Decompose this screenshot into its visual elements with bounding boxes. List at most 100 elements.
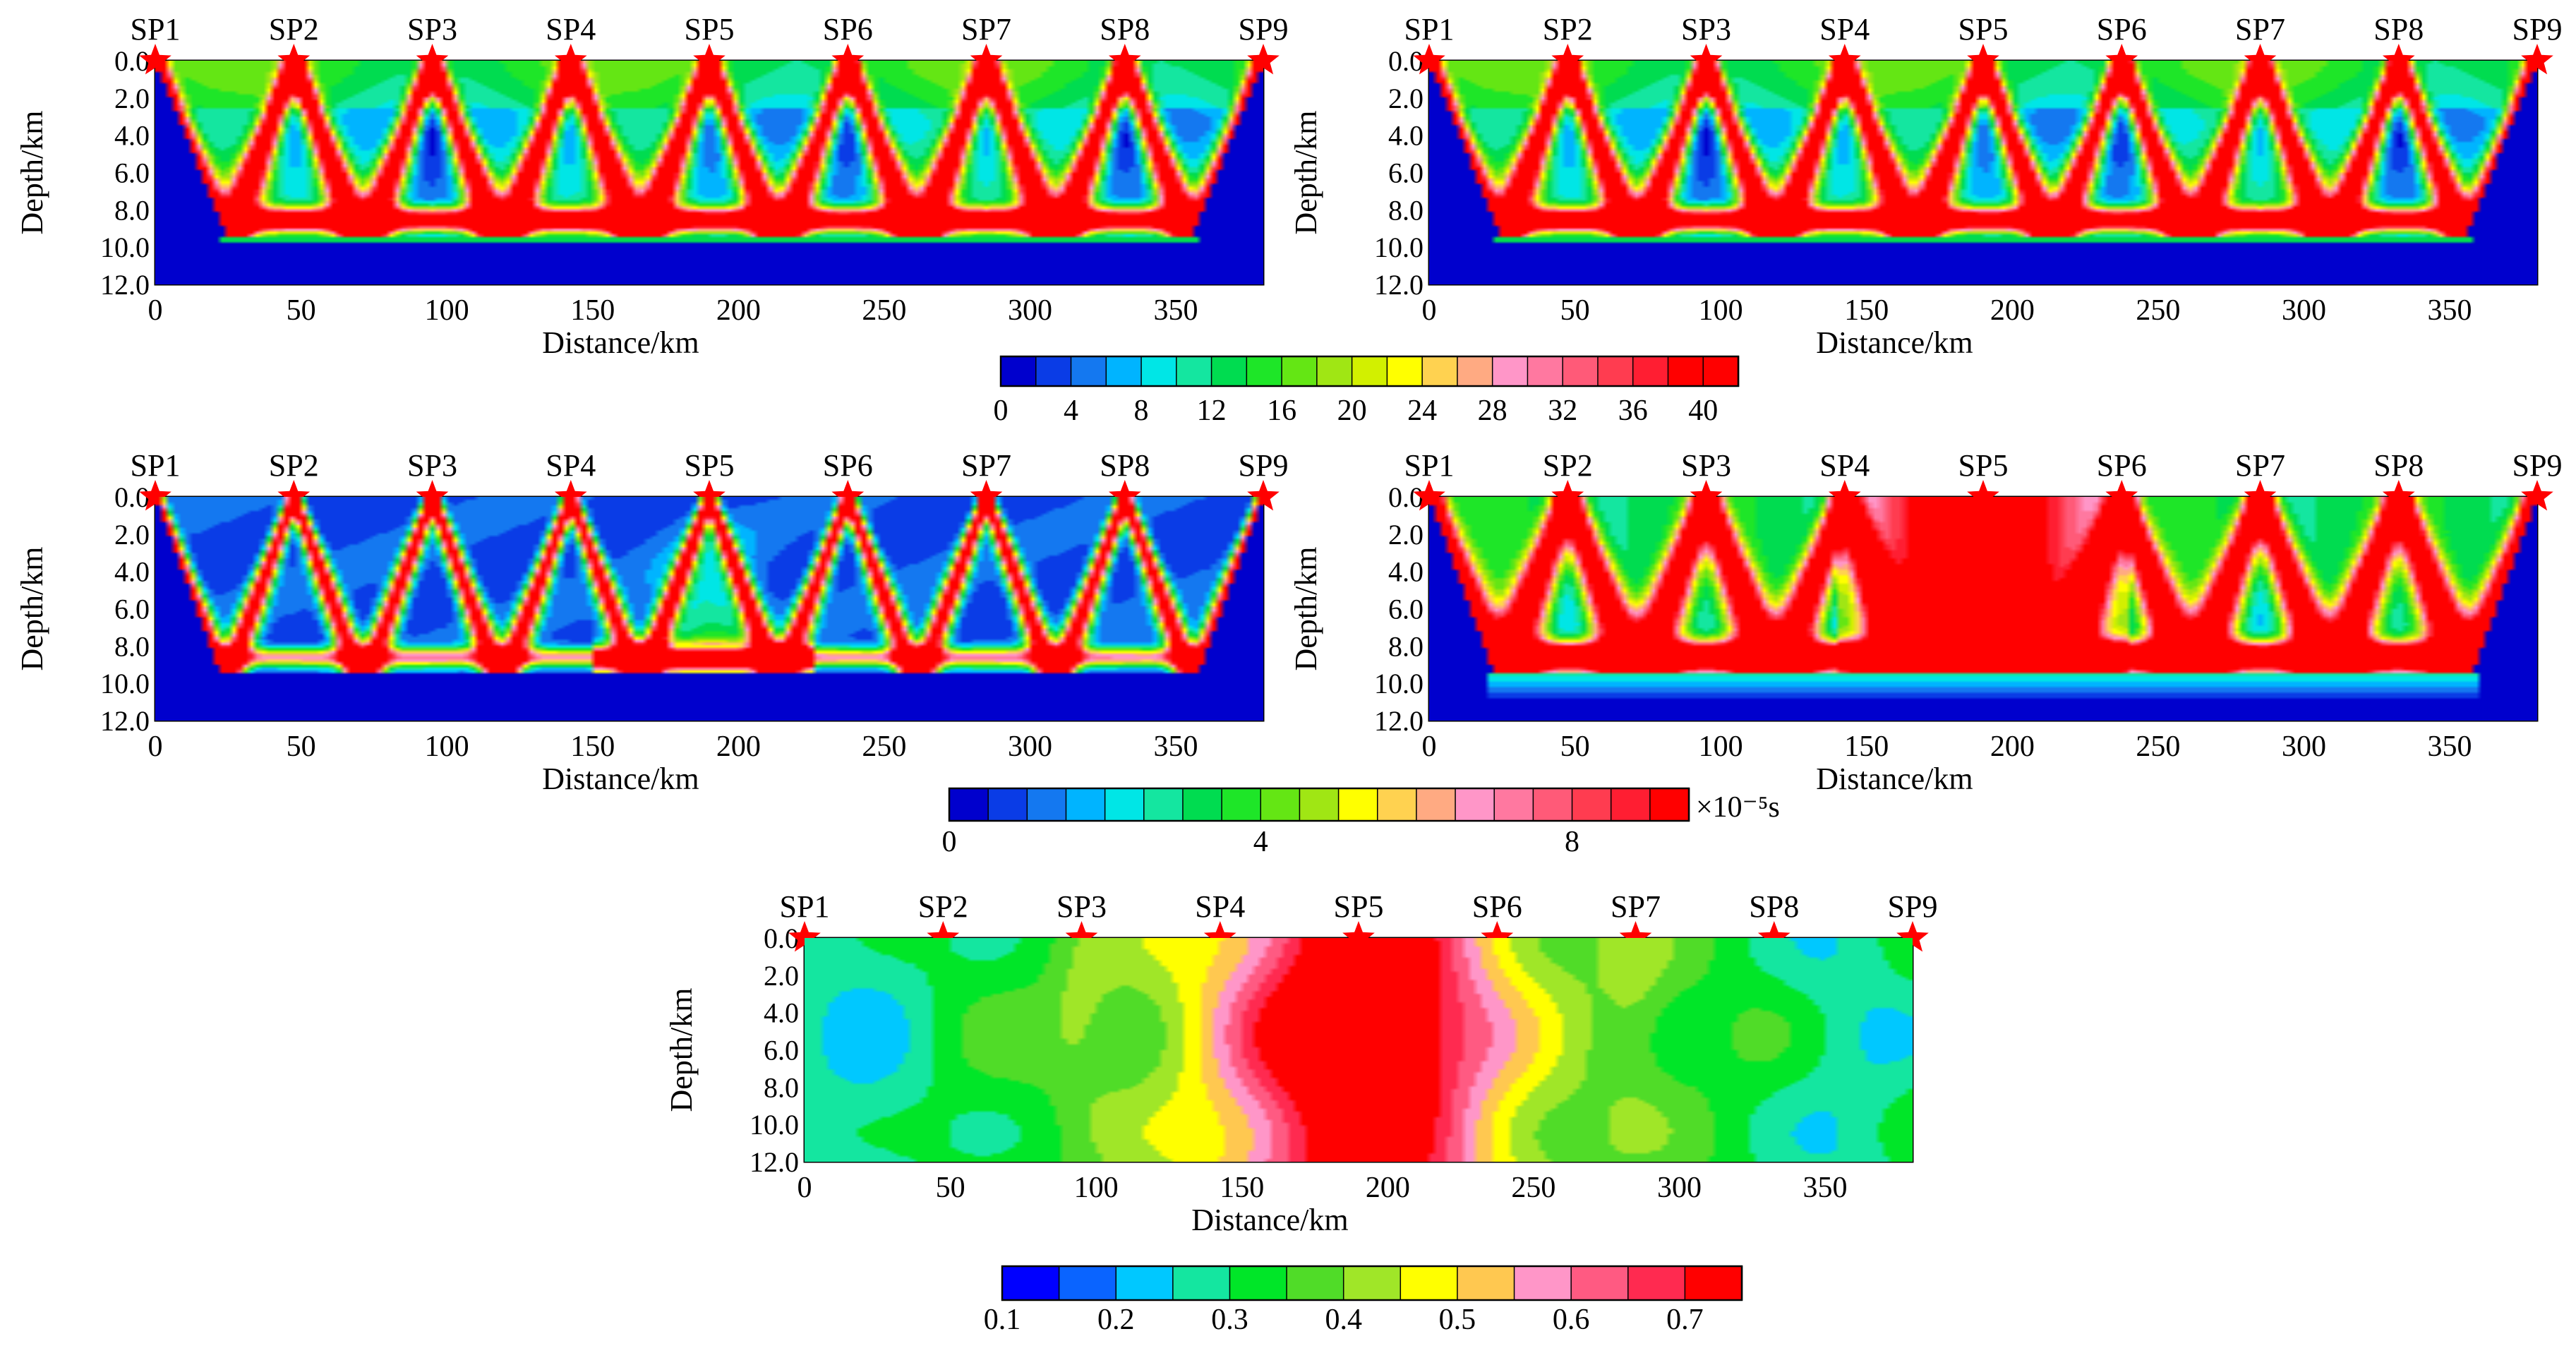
colorbar-tick-label: 4: [1253, 826, 1268, 858]
shot-label: SP6: [2097, 12, 2147, 47]
x-tick-label: 250: [1511, 1172, 1555, 1204]
shot-star-icon: [2521, 480, 2553, 511]
y-tick-label: 0.0: [1388, 481, 1424, 513]
x-tick-label: 200: [1990, 730, 2035, 763]
shot-star-icon: [1108, 44, 1141, 75]
colorbar-swatch: [1386, 356, 1424, 387]
colorbar-swatch: [1513, 1265, 1572, 1301]
shot-star-icon: [2521, 44, 2553, 75]
x-tick-label: 100: [1699, 294, 1743, 327]
shot-star-icon: [1967, 480, 1999, 511]
shot-star-icon: [1342, 921, 1375, 952]
shot-star-icon: [554, 480, 587, 511]
y-tick-label: 8.0: [1388, 630, 1424, 662]
shot-label: SP8: [1749, 889, 1799, 924]
shot-label: SP9: [1239, 448, 1289, 483]
y-tick-label: 6.0: [1388, 594, 1424, 625]
y-tick-label: 2.0: [114, 519, 150, 551]
shot-label: SP6: [823, 448, 873, 483]
shot-star-icon: [1967, 44, 1999, 75]
colorbar-swatch: [1597, 356, 1634, 387]
shot-star-icon: [1247, 44, 1280, 75]
colorbar-swatch: [1172, 1265, 1231, 1301]
y-tick-label: 10.0: [1374, 231, 1424, 263]
shot-label: SP6: [823, 12, 873, 47]
x-tick-label: 250: [862, 294, 906, 327]
colorbar-tick-label: 16: [1267, 395, 1296, 427]
shot-label: SP7: [2235, 448, 2285, 483]
colorbar-swatch: [1176, 356, 1212, 387]
shot-star-icon: [1619, 921, 1652, 952]
x-tick-label: 300: [1008, 730, 1052, 763]
colorbar-swatch: [1143, 788, 1184, 822]
heatmap-image: [155, 497, 1263, 721]
x-tick-label: 100: [1074, 1172, 1119, 1204]
x-tick-label: 150: [1844, 730, 1889, 763]
shot-label: SP7: [2235, 12, 2285, 47]
heatmap-image: [805, 938, 1913, 1162]
shot-label: SP4: [546, 12, 596, 47]
x-tick-label: 200: [1990, 294, 2035, 327]
colorbar-swatch: [1337, 788, 1378, 822]
colorbar-swatch: [1035, 356, 1072, 387]
colorbar-frame: [1001, 1265, 1743, 1301]
colorbar-swatch: [1684, 1265, 1743, 1301]
shot-star-icon: [831, 480, 865, 511]
shot-label: SP7: [1611, 889, 1661, 924]
shot-star-icon: [1413, 480, 1445, 511]
colorbar-tick-label: 0.6: [1553, 1304, 1590, 1336]
shot-label: SP3: [407, 448, 457, 483]
shot-label: SP3: [407, 12, 457, 47]
colorbar-swatch: [1571, 788, 1612, 822]
colorbar-swatch: [1140, 356, 1178, 387]
y-tick-label: 4.0: [1388, 556, 1424, 588]
y-tick-label: 0.0: [114, 45, 150, 77]
y-tick-label: 0.0: [1388, 45, 1424, 77]
x-tick-label: 50: [287, 730, 316, 763]
colorbar-swatch: [1702, 356, 1740, 387]
shot-star-icon: [416, 44, 449, 75]
colorbar-tick-label: 20: [1337, 395, 1367, 427]
shot-star-icon: [2105, 44, 2138, 75]
shot-star-icon: [970, 480, 1003, 511]
colorbar-swatch: [1400, 1265, 1459, 1301]
colorbar-swatch: [1416, 788, 1457, 822]
shot-star-icon: [1413, 44, 1445, 75]
x-tick-label: 0: [1422, 294, 1437, 327]
x-tick-label: 350: [1154, 730, 1198, 763]
shot-label: SP2: [1543, 12, 1593, 47]
colorbar-tick-label: 24: [1407, 395, 1437, 427]
colorbar-tick-label: 0.1: [984, 1304, 1021, 1336]
shot-label: SP4: [1819, 12, 1870, 47]
colorbar-frame: [948, 787, 1690, 822]
shot-star-icon: [2244, 480, 2277, 511]
colorbar-swatch: [1376, 788, 1418, 822]
colorbar-swatch: [1026, 788, 1067, 822]
colorbar-swatch: [1570, 1265, 1630, 1301]
colorbar-frechet: 0 4 8 ×10⁻⁵s: [942, 787, 1780, 858]
shot-label: SP1: [1404, 448, 1455, 483]
x-tick-label: 200: [1366, 1172, 1410, 1204]
shot-label: SP1: [1404, 12, 1455, 47]
x-tick-label: 300: [1657, 1172, 1702, 1204]
x-tick-label: 0: [148, 294, 163, 327]
x-axis-label: Distance/km: [1816, 325, 1973, 360]
colorbar-swatch: [1246, 356, 1283, 387]
x-tick-label: 0: [1422, 730, 1437, 763]
colorbar-swatch: [1455, 788, 1495, 822]
colorbar-tick-label: 0.7: [1666, 1304, 1704, 1336]
colorbar-swatch: [1229, 1265, 1288, 1301]
shot-label: SP9: [1239, 12, 1289, 47]
shot-label: SP8: [1100, 12, 1150, 47]
y-tick-label: 8.0: [1388, 194, 1424, 226]
colorbar-swatch: [1491, 356, 1529, 387]
panel-d: 0.0 2.0 4.0 6.0 8.0 10.0 12.00 50 100 150 200 250 30…: [1289, 448, 2562, 796]
shot-star-icon: [970, 44, 1003, 75]
x-tick-label: 250: [862, 730, 906, 763]
x-tick-label: 100: [425, 294, 469, 327]
shot-star-icon: [2382, 44, 2415, 75]
x-axis-label: Distance/km: [1191, 1203, 1348, 1237]
x-tick-label: 350: [2428, 294, 2472, 327]
colorbar-swatch: [1562, 356, 1599, 387]
y-tick-label: 2.0: [114, 83, 150, 114]
